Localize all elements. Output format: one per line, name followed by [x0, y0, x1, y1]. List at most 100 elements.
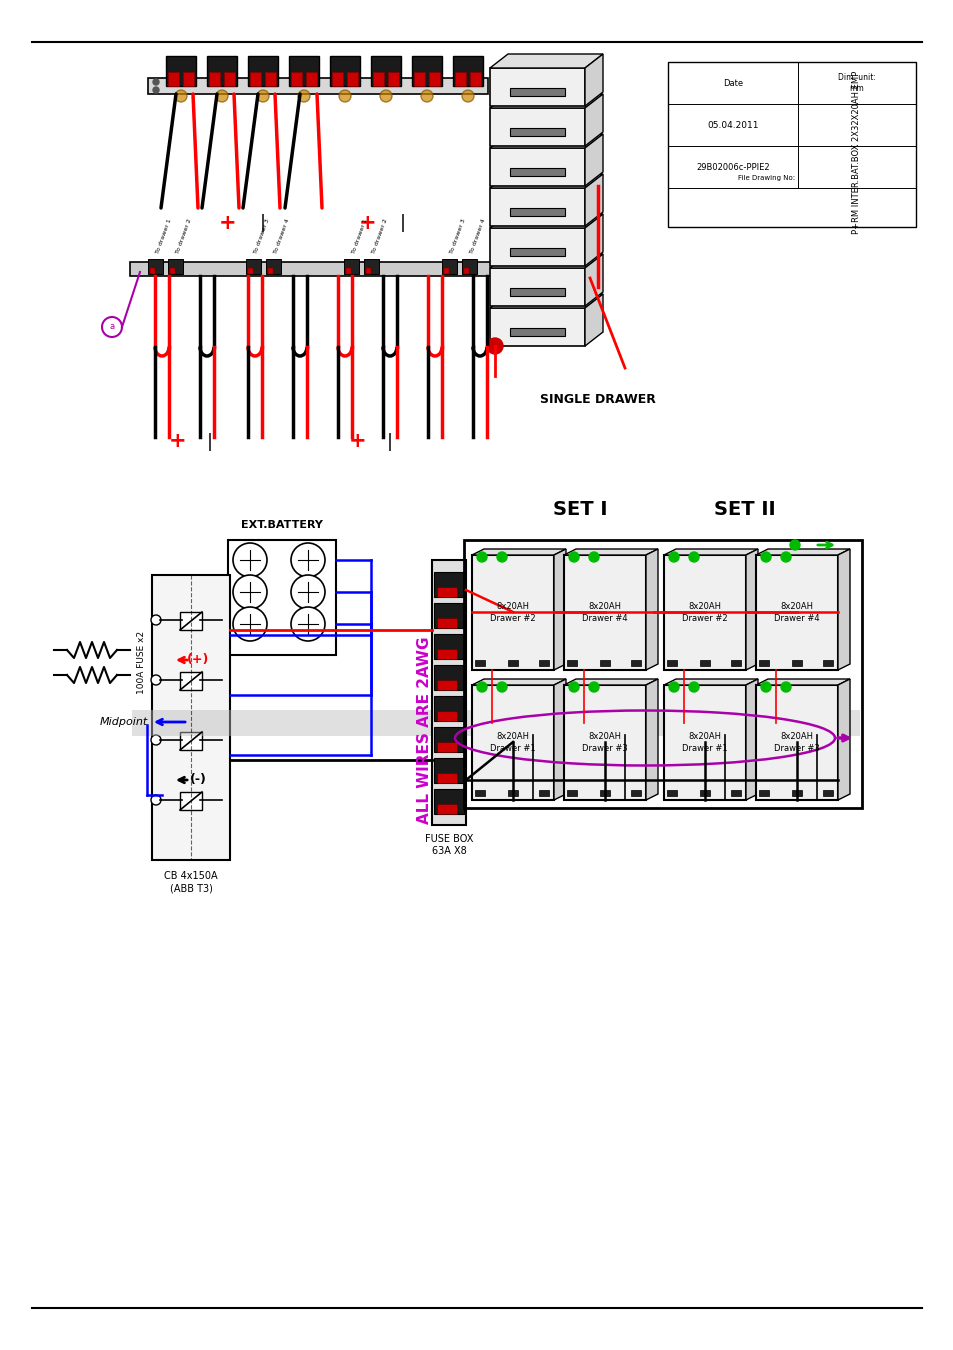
Bar — [566, 790, 577, 796]
Bar — [432, 560, 465, 825]
Text: 8x20AH
Drawer #3: 8x20AH Drawer #3 — [581, 733, 627, 752]
Polygon shape — [745, 549, 758, 670]
Bar — [563, 684, 645, 801]
Bar — [248, 269, 253, 274]
Bar — [538, 660, 548, 666]
Polygon shape — [755, 549, 849, 555]
Text: 29B02006c-PPIE2: 29B02006c-PPIE2 — [696, 162, 769, 171]
Circle shape — [338, 90, 351, 103]
Circle shape — [486, 338, 502, 354]
Bar — [332, 72, 343, 86]
Text: ALL WIRES ARE 2AWG: ALL WIRES ARE 2AWG — [417, 636, 432, 823]
Bar — [791, 660, 801, 666]
Bar — [666, 790, 677, 796]
Bar — [490, 228, 584, 266]
Text: SET II: SET II — [714, 501, 775, 520]
Polygon shape — [563, 549, 658, 555]
Bar — [168, 72, 179, 86]
Bar — [436, 587, 456, 597]
Polygon shape — [490, 54, 602, 68]
Polygon shape — [837, 679, 849, 801]
Bar — [132, 710, 859, 736]
Polygon shape — [745, 679, 758, 801]
Bar — [266, 259, 281, 274]
Bar — [490, 148, 584, 186]
Text: To drawer 4: To drawer 4 — [469, 217, 486, 254]
Circle shape — [233, 608, 267, 641]
Bar — [291, 72, 302, 86]
Polygon shape — [490, 134, 602, 148]
Bar — [755, 684, 837, 801]
Text: 05.04.2011: 05.04.2011 — [706, 120, 758, 130]
Circle shape — [760, 552, 770, 562]
Bar — [434, 757, 463, 783]
Bar — [414, 72, 424, 86]
Text: 8x20AH
Drawer #3: 8x20AH Drawer #3 — [773, 733, 819, 752]
Bar — [250, 72, 261, 86]
Bar — [436, 680, 456, 690]
Bar — [434, 728, 463, 752]
Circle shape — [297, 90, 310, 103]
Text: SINGLE DRAWER: SINGLE DRAWER — [539, 393, 656, 406]
Circle shape — [152, 80, 159, 85]
Circle shape — [588, 682, 598, 693]
Circle shape — [291, 575, 325, 609]
Circle shape — [233, 575, 267, 609]
Bar — [148, 259, 163, 274]
Bar — [306, 72, 316, 86]
Text: 8x20AH
Drawer #1: 8x20AH Drawer #1 — [490, 733, 536, 752]
Polygon shape — [490, 294, 602, 308]
Text: To drawer 2: To drawer 2 — [174, 217, 193, 254]
Text: +: + — [359, 213, 376, 234]
Text: To drawer 3: To drawer 3 — [449, 217, 466, 254]
Circle shape — [291, 608, 325, 641]
Circle shape — [215, 90, 228, 103]
Bar — [822, 790, 832, 796]
Text: To drawer 4: To drawer 4 — [273, 217, 290, 254]
Polygon shape — [584, 294, 602, 346]
Text: 8x20AH
Drawer #1: 8x20AH Drawer #1 — [681, 733, 727, 752]
Circle shape — [379, 90, 392, 103]
Bar — [180, 792, 202, 810]
Text: |: | — [207, 433, 213, 451]
Bar — [168, 259, 183, 274]
Polygon shape — [490, 215, 602, 228]
Bar — [441, 259, 456, 274]
Circle shape — [668, 682, 679, 693]
Polygon shape — [584, 215, 602, 266]
Text: 8x20AH
Drawer #2: 8x20AH Drawer #2 — [681, 602, 727, 622]
Circle shape — [760, 682, 770, 693]
Bar — [730, 660, 740, 666]
Bar — [434, 603, 463, 628]
Text: 8x20AH
Drawer #4: 8x20AH Drawer #4 — [774, 602, 819, 622]
Circle shape — [668, 552, 679, 562]
Polygon shape — [554, 679, 565, 801]
Bar — [538, 790, 548, 796]
Bar — [180, 732, 202, 751]
Bar — [207, 55, 236, 86]
Polygon shape — [755, 679, 849, 684]
Bar — [510, 128, 564, 136]
Polygon shape — [663, 679, 758, 684]
Bar — [289, 55, 318, 86]
Bar — [388, 72, 398, 86]
Bar — [180, 672, 202, 690]
Text: 8x20AH
Drawer #2: 8x20AH Drawer #2 — [490, 602, 536, 622]
Bar — [463, 269, 469, 274]
Circle shape — [688, 552, 699, 562]
Polygon shape — [584, 134, 602, 186]
Bar — [453, 55, 482, 86]
Text: 100A FUSE x2: 100A FUSE x2 — [137, 630, 146, 694]
Text: File Drawing No:: File Drawing No: — [738, 176, 794, 181]
Polygon shape — [490, 174, 602, 188]
Bar — [436, 805, 456, 814]
Bar — [434, 666, 463, 690]
Polygon shape — [584, 95, 602, 146]
Circle shape — [781, 552, 790, 562]
Polygon shape — [837, 549, 849, 670]
Bar — [490, 108, 584, 146]
Bar — [183, 72, 193, 86]
Text: Dim. unit:
mm: Dim. unit: mm — [837, 73, 875, 93]
Circle shape — [588, 552, 598, 562]
Polygon shape — [645, 679, 658, 801]
